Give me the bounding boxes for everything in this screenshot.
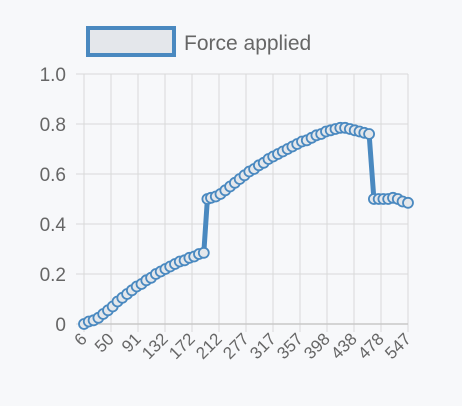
legend-label-force-applied: Force applied [184, 32, 311, 55]
y-tick-label: 0.8 [40, 115, 66, 136]
x-tick-label: 317 [246, 329, 279, 362]
data-point [363, 128, 376, 140]
data-point [197, 246, 210, 259]
y-tick-label: 0.2 [40, 265, 66, 286]
data-point [402, 196, 414, 209]
x-tick-label: 212 [192, 329, 225, 362]
y-gridlines [76, 73, 408, 325]
legend-swatch-force-applied[interactable] [86, 26, 176, 57]
x-tick-label: 277 [219, 329, 252, 362]
y-tick-label: 0.4 [40, 215, 67, 236]
x-tick-label: 6 [71, 329, 91, 349]
y-axis-tick-labels: 0 0.2 0.4 0.6 0.8 1.0 [40, 65, 67, 336]
x-tick-label: 547 [381, 329, 414, 362]
y-tick-label: 0 [55, 315, 66, 336]
x-tick-label: 438 [327, 329, 360, 362]
x-tick-label: 172 [165, 329, 198, 362]
legend[interactable]: Force applied [86, 26, 311, 57]
x-tick-label: 50 [91, 329, 118, 356]
data-points-force-applied [78, 121, 414, 330]
x-tick-label: 132 [138, 329, 171, 362]
y-tick-label: 1.0 [40, 65, 66, 86]
x-tick-label: 357 [273, 329, 306, 362]
x-tick-label: 478 [354, 329, 387, 362]
y-tick-label: 0.6 [40, 165, 66, 186]
x-tick-label: 398 [300, 329, 333, 362]
